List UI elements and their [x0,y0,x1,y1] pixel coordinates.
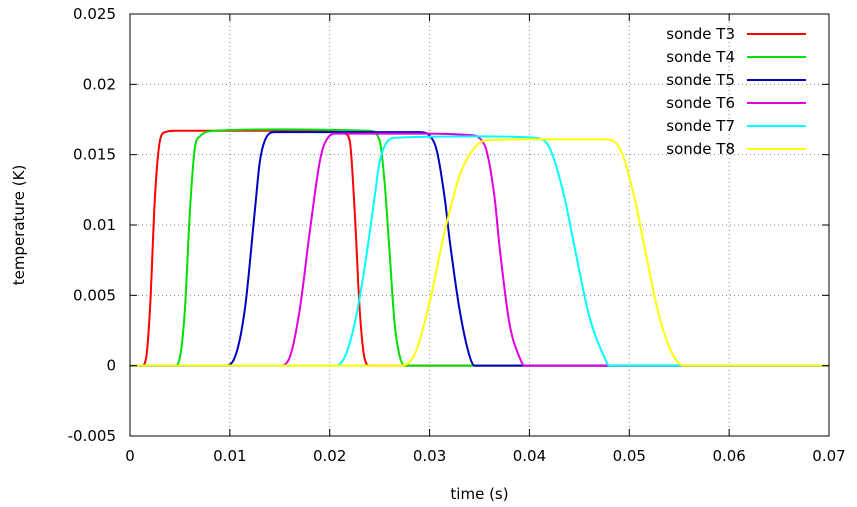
series-line-7 [129,135,829,367]
x-tick-label: 0.01 [213,447,246,465]
x-tick-label: 0.04 [513,447,546,465]
x-tick-label: 0 [125,447,135,465]
y-tick-label: 0.005 [73,286,116,304]
axis-ticks [129,13,830,437]
series-line-4 [129,128,829,367]
x-tick-label: 0.05 [613,447,646,465]
legend-label: sonde T4 [666,48,735,66]
x-axis-label: time (s) [450,485,508,503]
y-tick-labels: -0.005 0 0.005 0.01 0.015 0.02 0.025 [68,5,116,445]
legend: sonde T3 sonde T4 sonde T5 sonde T6 sonde T7… [666,25,806,158]
y-tick-label: 0.015 [73,146,116,164]
x-tick-label: 0.03 [413,447,446,465]
series-line-3 [129,129,829,367]
legend-label: sonde T8 [666,140,735,158]
legend-label: sonde T7 [666,117,735,135]
series-line-5 [129,131,829,367]
x-tick-label: 0.02 [313,447,346,465]
y-tick-label: 0 [106,357,116,375]
legend-label: sonde T6 [666,94,735,112]
legend-label: sonde T5 [666,71,735,89]
series-lines [129,128,829,367]
x-tick-label: 0.07 [812,447,845,465]
series-line-8 [129,138,829,367]
y-tick-label: -0.005 [68,427,116,445]
legend-label: sonde T3 [666,25,735,43]
y-tick-label: 0.02 [83,75,116,93]
y-tick-label: 0.01 [83,216,116,234]
series-line-6 [129,132,829,367]
x-tick-label: 0.06 [712,447,745,465]
y-axis-label: temperature (K) [10,165,28,286]
x-tick-labels: 0 0.01 0.02 0.03 0.04 0.05 0.06 0.07 [125,447,845,465]
y-tick-label: 0.025 [73,5,116,23]
